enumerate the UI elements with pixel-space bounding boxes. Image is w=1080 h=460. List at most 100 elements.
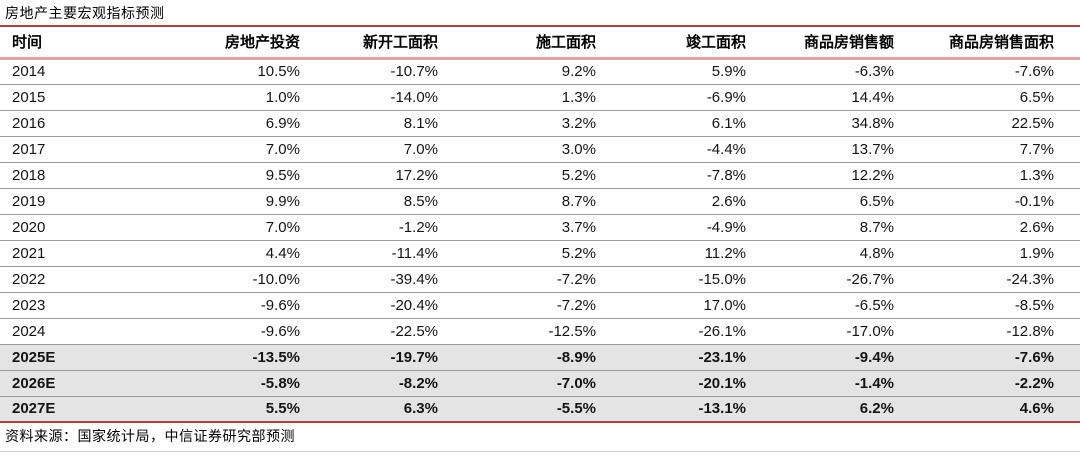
cell-value: -19.7%	[308, 344, 446, 371]
row-time-label: 2023	[0, 292, 150, 319]
cell-value: -7.0%	[446, 370, 604, 397]
cell-value: 1.3%	[446, 84, 604, 111]
cell-value: 22.5%	[902, 110, 1080, 137]
cell-value: -14.0%	[308, 84, 446, 111]
cell-value: -20.1%	[604, 370, 754, 397]
cell-value: 6.5%	[754, 188, 902, 215]
cell-value: 7.7%	[902, 136, 1080, 163]
cell-value: 4.8%	[754, 240, 902, 267]
cell-value: 5.5%	[150, 396, 308, 423]
cell-value: 6.9%	[150, 110, 308, 137]
cell-value: -17.0%	[754, 318, 902, 345]
table-row: 2016 6.9% 8.1% 3.2% 6.1% 34.8% 22.5%	[0, 110, 1080, 137]
row-time-label: 2019	[0, 188, 150, 215]
cell-value: -26.1%	[604, 318, 754, 345]
cell-value: -24.3%	[902, 266, 1080, 293]
cell-value: 11.2%	[604, 240, 754, 267]
table-row: 2019 9.9% 8.5% 8.7% 2.6% 6.5% -0.1%	[0, 188, 1080, 215]
table-header-row: 时间 房地产投资 新开工面积 施工面积 竣工面积 商品房销售额 商品房销售面积	[0, 27, 1080, 60]
cell-value: 9.9%	[150, 188, 308, 215]
cell-value: -39.4%	[308, 266, 446, 293]
table-row: 2021 4.4% -11.4% 5.2% 11.2% 4.8% 1.9%	[0, 240, 1080, 267]
row-time-label: 2026E	[0, 370, 150, 397]
cell-value: -7.6%	[902, 344, 1080, 371]
row-time-label: 2027E	[0, 396, 150, 423]
cell-value: 6.1%	[604, 110, 754, 137]
table-row: 2017 7.0% 7.0% 3.0% -4.4% 13.7% 7.7%	[0, 136, 1080, 163]
row-time-label: 2014	[0, 58, 150, 85]
cell-value: -8.9%	[446, 344, 604, 371]
cell-value: -12.5%	[446, 318, 604, 345]
cell-value: -2.2%	[902, 370, 1080, 397]
row-time-label: 2015	[0, 84, 150, 111]
cell-value: 8.7%	[446, 188, 604, 215]
table-row: 2020 7.0% -1.2% 3.7% -4.9% 8.7% 2.6%	[0, 214, 1080, 241]
column-header-time: 时间	[0, 27, 150, 60]
cell-value: -15.0%	[604, 266, 754, 293]
cell-value: 2.6%	[902, 214, 1080, 241]
cell-value: -26.7%	[754, 266, 902, 293]
cell-value: 13.7%	[754, 136, 902, 163]
cell-value: 4.4%	[150, 240, 308, 267]
column-header: 商品房销售面积	[902, 27, 1080, 60]
cell-value: -0.1%	[902, 188, 1080, 215]
table-row: 2024 -9.6% -22.5% -12.5% -26.1% -17.0% -12.8%	[0, 318, 1080, 345]
cell-value: 7.0%	[308, 136, 446, 163]
column-header: 施工面积	[446, 27, 604, 60]
cell-value: 7.0%	[150, 136, 308, 163]
cell-value: 9.5%	[150, 162, 308, 189]
column-header: 竣工面积	[604, 27, 754, 60]
page-title: 房地产主要宏观指标预测	[5, 5, 165, 21]
cell-value: 8.7%	[754, 214, 902, 241]
column-header: 商品房销售额	[754, 27, 902, 60]
column-header: 新开工面积	[308, 27, 446, 60]
cell-value: 1.3%	[902, 162, 1080, 189]
cell-value: -8.5%	[902, 292, 1080, 319]
cell-value: -1.4%	[754, 370, 902, 397]
row-time-label: 2021	[0, 240, 150, 267]
macro-forecast-table: 时间 房地产投资 新开工面积 施工面积 竣工面积 商品房销售额 商品房销售面积 2014 10…	[0, 27, 1080, 423]
cell-value: 12.2%	[754, 162, 902, 189]
cell-value: 3.7%	[446, 214, 604, 241]
cell-value: -8.2%	[308, 370, 446, 397]
table-row-forecast: 2027E 5.5% 6.3% -5.5% -13.1% 6.2% 4.6%	[0, 396, 1080, 423]
table-row: 2022 -10.0% -39.4% -7.2% -15.0% -26.7% -24.3%	[0, 266, 1080, 293]
cell-value: 5.9%	[604, 58, 754, 85]
cell-value: 34.8%	[754, 110, 902, 137]
row-time-label: 2018	[0, 162, 150, 189]
table-row: 2015 1.0% -14.0% 1.3% -6.9% 14.4% 6.5%	[0, 84, 1080, 111]
cell-value: -5.5%	[446, 396, 604, 423]
cell-value: -12.8%	[902, 318, 1080, 345]
cell-value: 5.2%	[446, 162, 604, 189]
cell-value: 10.5%	[150, 58, 308, 85]
cell-value: -6.9%	[604, 84, 754, 111]
cell-value: 6.3%	[308, 396, 446, 423]
cell-value: 3.0%	[446, 136, 604, 163]
cell-value: -6.5%	[754, 292, 902, 319]
cell-value: 17.0%	[604, 292, 754, 319]
column-header: 房地产投资	[150, 27, 308, 60]
table-row: 2014 10.5% -10.7% 9.2% 5.9% -6.3% -7.6%	[0, 58, 1080, 85]
cell-value: 6.5%	[902, 84, 1080, 111]
cell-value: -4.4%	[604, 136, 754, 163]
cell-value: 4.6%	[902, 396, 1080, 423]
cell-value: -10.7%	[308, 58, 446, 85]
cell-value: -23.1%	[604, 344, 754, 371]
cell-value: 8.1%	[308, 110, 446, 137]
row-time-label: 2022	[0, 266, 150, 293]
cell-value: 5.2%	[446, 240, 604, 267]
cell-value: 17.2%	[308, 162, 446, 189]
cell-value: 14.4%	[754, 84, 902, 111]
cell-value: -5.8%	[150, 370, 308, 397]
table-row: 2018 9.5% 17.2% 5.2% -7.8% 12.2% 1.3%	[0, 162, 1080, 189]
cell-value: 3.2%	[446, 110, 604, 137]
row-time-label: 2017	[0, 136, 150, 163]
cell-value: 8.5%	[308, 188, 446, 215]
cell-value: 2.6%	[604, 188, 754, 215]
bottom-rule-divider	[0, 451, 1080, 452]
cell-value: -13.1%	[604, 396, 754, 423]
row-time-label: 2025E	[0, 344, 150, 371]
cell-value: -20.4%	[308, 292, 446, 319]
cell-value: -7.6%	[902, 58, 1080, 85]
cell-value: 1.9%	[902, 240, 1080, 267]
